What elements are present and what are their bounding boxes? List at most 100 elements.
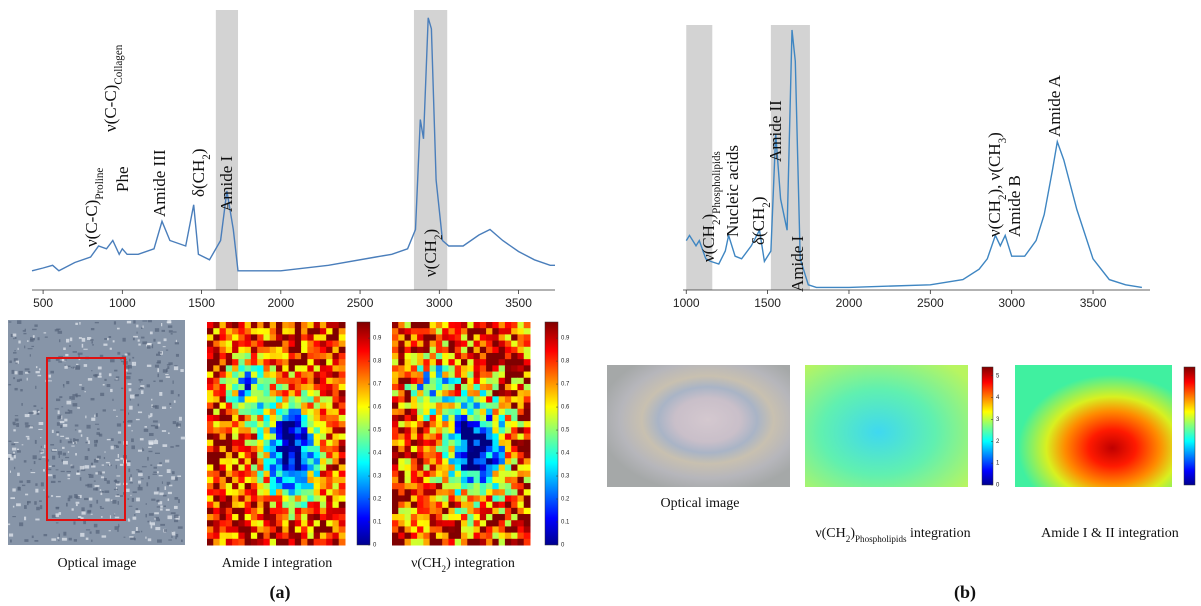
heatmap-cell	[238, 371, 246, 379]
heatmap-cell	[213, 458, 221, 465]
heatmap-cell	[238, 476, 246, 484]
heatmap-cell	[448, 507, 456, 515]
heatmap-cell	[238, 464, 246, 472]
heatmap-cell	[504, 445, 512, 453]
texture	[35, 518, 40, 521]
heatmap-cell	[263, 445, 271, 453]
heatmap-cell	[250, 427, 258, 434]
heatmap-cell	[326, 520, 333, 527]
heatmap-cell	[294, 408, 302, 416]
heatmap-cell	[492, 458, 500, 465]
heatmap-cell	[410, 464, 418, 472]
texture	[84, 465, 90, 469]
texture	[167, 366, 170, 369]
texture	[56, 431, 60, 434]
heatmap-cell	[410, 421, 418, 428]
heatmap-cell	[486, 371, 493, 379]
heatmap-cell	[423, 328, 431, 335]
heatmap-cell	[294, 532, 302, 540]
heatmap-cell	[454, 396, 462, 404]
heatmap-cell	[225, 464, 233, 472]
heatmap-cell	[435, 365, 443, 373]
texture	[48, 465, 52, 467]
texture	[97, 376, 102, 378]
heatmap-cell	[404, 340, 412, 348]
heatmap-cell	[448, 390, 456, 397]
heatmap-cell	[250, 408, 258, 416]
heatmap-cell	[257, 501, 264, 509]
heatmap-cell	[338, 526, 346, 534]
texture	[131, 445, 136, 450]
heatmap-cell	[517, 427, 525, 434]
heatmap-cell	[225, 365, 233, 373]
colorbar-tick-label: 0.7	[373, 382, 382, 388]
texture	[141, 466, 147, 468]
texture	[75, 365, 81, 369]
heatmap-cell	[511, 402, 518, 410]
label-part: )	[189, 149, 208, 155]
heatmap-cell	[282, 421, 290, 428]
heatmap-cell	[398, 507, 406, 515]
heatmap-cell	[442, 328, 449, 335]
heatmap-cell	[486, 365, 493, 373]
heatmap-cell	[417, 514, 424, 521]
heatmap-cell	[398, 408, 406, 416]
heatmap-cell	[404, 390, 412, 397]
heatmap-cell	[404, 470, 412, 478]
heatmap-cell	[498, 334, 506, 342]
texture	[14, 415, 19, 417]
heatmap-cell	[276, 377, 283, 385]
heatmap-cell	[213, 371, 221, 379]
heatmap-cell	[207, 396, 214, 404]
heatmap-cell	[313, 408, 321, 416]
texture	[146, 364, 152, 367]
heatmap-cell	[392, 427, 399, 434]
texture	[112, 398, 114, 401]
heatmap-cell	[461, 371, 468, 379]
heatmap-cell	[207, 340, 214, 348]
heatmap-cell	[282, 532, 290, 540]
texture	[149, 416, 152, 418]
heatmap-cell	[288, 396, 296, 404]
texture	[67, 440, 73, 444]
heatmap-cell	[523, 328, 531, 335]
heatmap-cell	[479, 483, 487, 490]
texture	[167, 325, 173, 328]
heatmap-cell	[461, 414, 468, 422]
texture	[174, 514, 179, 518]
heatmap-cell	[294, 520, 302, 527]
heatmap-cell	[523, 464, 531, 472]
heatmap-cell	[511, 476, 518, 484]
heatmap-cell	[404, 538, 412, 546]
texture	[64, 364, 66, 367]
heatmap-cell	[492, 483, 500, 490]
texture	[150, 413, 153, 417]
heatmap-cell	[282, 322, 290, 329]
texture	[78, 353, 80, 358]
heatmap-cell	[232, 439, 239, 447]
colorbar-tick-label: 1	[996, 461, 1000, 467]
heatmap-cell	[319, 390, 327, 397]
heatmap-cell	[454, 520, 462, 527]
label: Amide II	[766, 100, 785, 162]
texture	[34, 324, 38, 327]
heatmap-cell	[410, 538, 418, 546]
heatmap-cell	[294, 439, 302, 447]
heatmap-cell	[454, 439, 462, 447]
heatmap-cell	[276, 421, 283, 428]
heatmap-cell	[498, 322, 506, 329]
heatmap-cell	[473, 402, 481, 410]
heatmap-cell	[225, 334, 233, 342]
heatmap-cell	[225, 390, 233, 397]
heatmap-cell	[288, 328, 296, 335]
heatmap-cell	[282, 526, 290, 534]
heatmap-cell	[410, 439, 418, 447]
texture	[154, 517, 156, 520]
heatmap-cell	[392, 390, 399, 397]
heatmap-cell	[288, 507, 296, 515]
heatmap-cell	[410, 452, 418, 459]
heatmap-cell	[479, 414, 487, 422]
colorbar-tick-label: 0.6	[373, 405, 382, 411]
heatmap-cell	[417, 408, 424, 416]
texture	[65, 353, 69, 357]
